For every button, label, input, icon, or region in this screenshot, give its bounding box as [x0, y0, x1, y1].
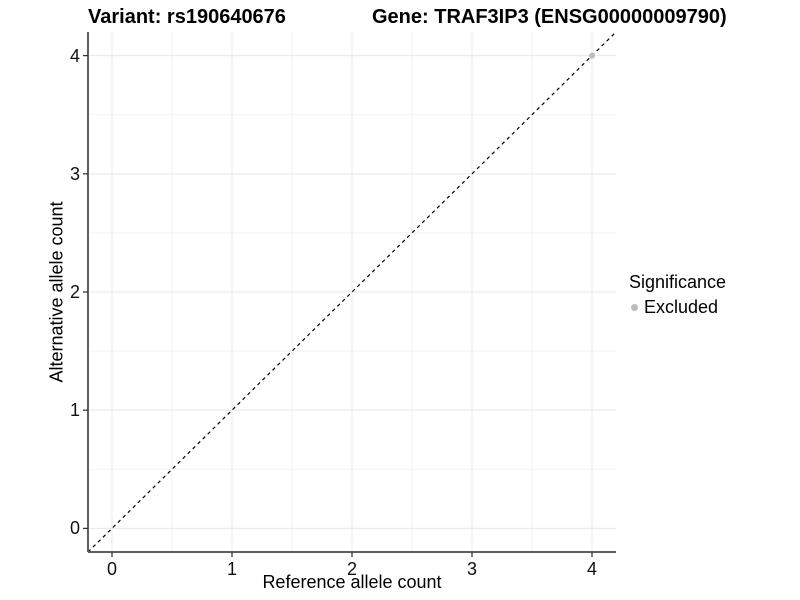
- y-tick-label: 0: [69, 518, 80, 539]
- identity-reference-line: [87, 31, 617, 553]
- x-tick-label: 2: [346, 559, 357, 579]
- y-tick-label: 2: [69, 282, 80, 302]
- data-point-excluded: [589, 52, 595, 59]
- variant-title: Variant: rs190640676: [88, 6, 286, 28]
- y-tick-label: 3: [69, 163, 80, 184]
- legend-item-excluded: Excluded: [629, 296, 726, 318]
- legend-item-label: Excluded: [644, 297, 719, 317]
- x-tick-label: 3: [466, 559, 477, 579]
- x-axis-title: Reference allele count: [262, 572, 442, 592]
- x-tick-label: 0: [106, 559, 117, 579]
- y-tick-label: 1: [69, 400, 80, 421]
- gene-title: Gene: TRAF3IP3 (ENSG00000009790): [372, 6, 727, 28]
- excluded-point-icon: [631, 303, 638, 311]
- legend: Significance Excluded: [629, 271, 726, 318]
- y-tick-label: 4: [69, 45, 80, 66]
- x-tick-label: 4: [586, 559, 597, 579]
- x-tick-label: 1: [226, 559, 237, 579]
- legend-title: Significance: [629, 272, 727, 292]
